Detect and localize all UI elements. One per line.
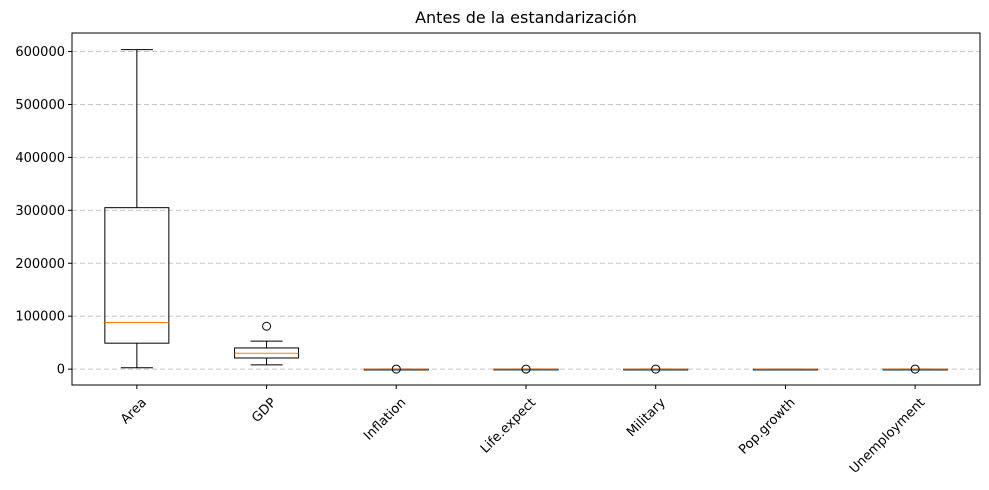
- x-tick-label: Unemployment: [847, 395, 928, 476]
- box-unemployment: [882, 364, 948, 374]
- grid-lines: [72, 51, 980, 370]
- box-inflation: [363, 364, 429, 374]
- y-tick-label: 200000: [15, 257, 65, 272]
- x-tick-label: Inflation: [361, 395, 409, 443]
- y-tick-label: 0: [57, 363, 65, 378]
- y-tick-label: 100000: [15, 310, 65, 325]
- x-tick-label: Area: [118, 395, 150, 427]
- y-tick-label: 500000: [15, 98, 65, 113]
- box-area: [104, 49, 170, 369]
- outlier-point: [910, 364, 920, 374]
- box-pop-growth: [752, 368, 818, 371]
- plot-area-frame: [71, 32, 981, 386]
- y-tick-label: 600000: [15, 45, 65, 60]
- x-tick-label: Military: [624, 395, 669, 440]
- x-tick-label: Life.expect: [478, 395, 539, 456]
- outlier-point: [521, 364, 531, 374]
- x-axis: Area GDP Inflation Life.expect Military Pop.g…: [118, 385, 928, 477]
- x-tick-label: GDP: [249, 395, 279, 425]
- y-tick-label: 300000: [15, 204, 65, 219]
- box-military: [623, 364, 689, 374]
- y-tick-label: 400000: [15, 151, 65, 166]
- box-layer: [104, 49, 948, 374]
- outlier-point: [651, 364, 661, 374]
- outlier-point: [391, 364, 401, 374]
- box-iqr: [104, 207, 170, 344]
- outlier-point: [262, 321, 272, 331]
- x-tick-label: Pop.growth: [736, 395, 798, 457]
- box-gdp: [234, 321, 300, 366]
- chart-title: Antes de la estandarización: [415, 8, 637, 27]
- box-life-expect: [493, 364, 559, 374]
- y-axis: 0 100000 200000 300000 400000 500000 600000: [15, 45, 72, 378]
